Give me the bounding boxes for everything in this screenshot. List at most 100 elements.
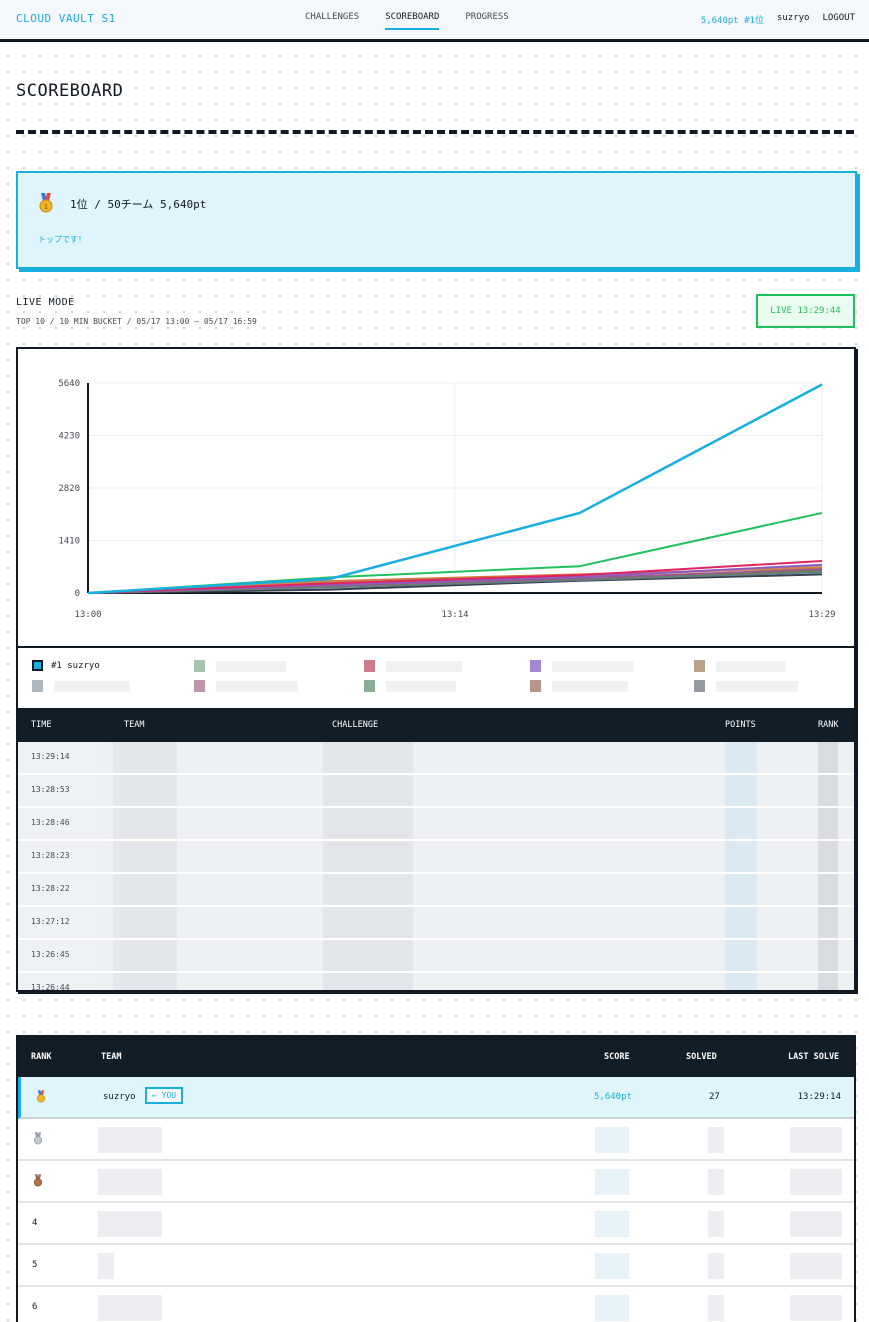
legend-swatch <box>32 660 43 671</box>
page-title: SCOREBOARD <box>16 81 124 101</box>
title-divider <box>16 130 854 134</box>
legend-swatch <box>194 660 205 672</box>
row-rank: 6 <box>32 1302 38 1312</box>
nav-link-challenges[interactable]: CHALLENGES <box>305 12 360 22</box>
legend-label-redacted <box>216 681 298 692</box>
rank-summary-card: 1 1位 / 50チーム 5,640pt トップです！ <box>16 171 857 269</box>
feed-col-points: POINTS <box>725 720 756 730</box>
feed-row[interactable]: 13:29:14 <box>18 742 854 775</box>
score-line-chart: 0 1410 2820 4230 5640 13:00 13:14 13:29 <box>58 379 835 620</box>
legend-item-leader[interactable]: #1 suzryo <box>32 660 100 671</box>
feed-row-redacted <box>98 742 854 773</box>
legend-label-redacted <box>386 661 462 672</box>
feed-row[interactable]: 13:28:53 <box>18 775 854 808</box>
legend-swatch <box>364 660 375 672</box>
feed-row-time: 13:28:22 <box>18 874 98 905</box>
table-row[interactable] <box>18 1119 854 1161</box>
legend-label-redacted <box>716 661 786 672</box>
feed-row[interactable]: 13:26:45 <box>18 940 854 973</box>
series-line-9 <box>87 573 823 594</box>
table-row[interactable]: 5 <box>18 1245 854 1287</box>
feed-header: TIME TEAM CHALLENGE POINTS RANK <box>18 708 854 742</box>
chart-legend: #1 suzryo <box>18 646 854 708</box>
feed-row-redacted <box>98 775 854 806</box>
col-team: TEAM <box>101 1052 122 1062</box>
nav-link-progress[interactable]: PROGRESS <box>465 12 509 22</box>
table-row-me[interactable]: suzryo ← YOU 5,640pt 27 13:29:14 <box>18 1077 854 1119</box>
x-tick-label: 13:00 <box>74 610 101 620</box>
nav-link-scoreboard[interactable]: SCOREBOARD <box>385 12 440 30</box>
feed-row-time: 13:27:12 <box>18 907 98 938</box>
legend-label-redacted <box>552 681 628 692</box>
legend-swatch <box>694 660 705 672</box>
feed-row-redacted <box>98 841 854 872</box>
feed-row[interactable]: 13:26:44 <box>18 973 854 990</box>
feed-row-time: 13:26:45 <box>18 940 98 971</box>
legend-swatch <box>32 680 43 692</box>
logout-link[interactable]: LOGOUT <box>822 13 855 23</box>
y-tick-label: 0 <box>75 589 80 599</box>
col-solved: SOLVED <box>686 1052 717 1062</box>
col-last-solve: LAST SOLVE <box>788 1052 840 1062</box>
feed-row-redacted <box>98 907 854 938</box>
feed-col-rank: RANK <box>818 720 839 730</box>
col-score: SCORE <box>604 1052 630 1062</box>
series-line-1 <box>87 383 823 595</box>
nav-points-rank: 5,640pt #1位 <box>700 16 764 26</box>
feed-col-time: TIME <box>31 720 52 730</box>
feed-row[interactable]: 13:28:23 <box>18 841 854 874</box>
y-tick-label: 4230 <box>58 432 80 442</box>
legend-label-redacted <box>386 681 456 692</box>
feed-row-redacted <box>98 808 854 839</box>
feed-row-time: 13:28:53 <box>18 775 98 806</box>
feed-row[interactable]: 13:28:22 <box>18 874 854 907</box>
row-rank: 5 <box>32 1260 38 1270</box>
y-tick-label: 1410 <box>58 537 80 547</box>
feed-row-time: 13:29:14 <box>18 742 98 773</box>
you-tag: ← YOU <box>145 1087 184 1104</box>
leaderboard-header: RANK TEAM SCORE SOLVED LAST SOLVE <box>18 1037 854 1077</box>
legend-swatch <box>694 680 705 692</box>
leaderboard-table: RANK TEAM SCORE SOLVED LAST SOLVE suzryo… <box>16 1035 856 1322</box>
legend-swatch <box>530 680 541 692</box>
live-status-badge[interactable]: LIVE 13:29:44 <box>756 294 855 328</box>
legend-swatch <box>194 680 205 692</box>
silver-medal-icon <box>33 1132 43 1145</box>
top-nav: CLOUD VAULT S1 CHALLENGES SCOREBOARD PRO… <box>0 0 869 42</box>
y-tick-label: 2820 <box>58 484 80 494</box>
col-rank: RANK <box>31 1052 52 1062</box>
feed-row[interactable]: 13:28:46 <box>18 808 854 841</box>
table-row[interactable]: 6 <box>18 1287 854 1322</box>
table-row[interactable] <box>18 1161 854 1203</box>
x-tick-label: 13:14 <box>441 610 468 620</box>
legend-label-redacted <box>716 681 798 692</box>
table-row[interactable]: 4 <box>18 1203 854 1245</box>
my-last-solve: 13:29:14 <box>797 1092 841 1102</box>
gold-medal-icon <box>36 1090 46 1103</box>
rank-summary-text: 1位 / 50チーム 5,640pt <box>70 198 207 211</box>
nav-username: suzryo <box>776 13 810 23</box>
brand-logo[interactable]: CLOUD VAULT S1 <box>16 12 116 25</box>
svg-text:1: 1 <box>44 203 48 211</box>
rank-summary-note: トップです！ <box>38 235 86 244</box>
live-chart-panel: 0 1410 2820 4230 5640 13:00 13:14 13:29 #1 suzr… <box>16 347 856 992</box>
my-solved: 27 <box>709 1092 720 1102</box>
feed-row-redacted <box>98 874 854 905</box>
x-tick-label: 13:29 <box>808 610 835 620</box>
live-mode-subtitle: TOP 10 / 10 MIN BUCKET / 05/17 13:00 — 0… <box>16 317 257 326</box>
feed-row-time: 13:28:46 <box>18 808 98 839</box>
feed-row[interactable]: 13:27:12 <box>18 907 854 940</box>
legend-swatch <box>530 660 541 672</box>
feed-row-time: 13:28:23 <box>18 841 98 872</box>
my-team-name[interactable]: suzryo <box>103 1092 136 1102</box>
legend-label: #1 suzryo <box>51 660 100 671</box>
nav-user-area: 5,640pt #1位 suzryo LOGOUT <box>701 13 855 26</box>
feed-row-redacted <box>98 940 854 971</box>
row-rank: 4 <box>32 1218 38 1228</box>
feed-row-redacted <box>98 973 854 990</box>
nav-links: CHALLENGES SCOREBOARD PROGRESS <box>305 12 509 30</box>
live-mode-title: LIVE MODE <box>16 297 75 308</box>
legend-swatch <box>364 680 375 692</box>
solve-feed[interactable]: 13:29:14 13:28:53 13:28:46 13:28:23 13:28:22… <box>18 742 854 990</box>
y-tick-label: 5640 <box>58 379 80 389</box>
